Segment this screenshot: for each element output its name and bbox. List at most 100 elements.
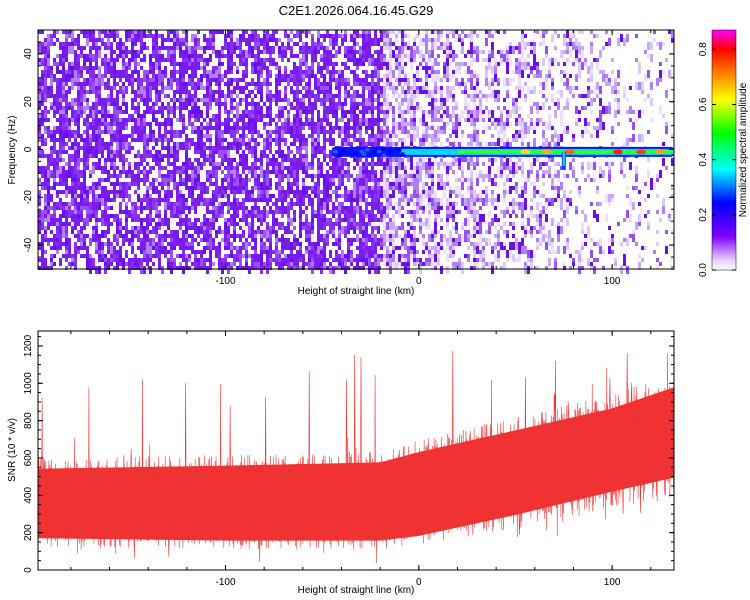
spectrogram-cell xyxy=(365,262,368,266)
spectrogram-cell xyxy=(128,214,131,218)
spectrogram-cell xyxy=(86,138,89,146)
spectrogram-cell xyxy=(380,162,383,166)
spectrogram-cell xyxy=(188,210,191,214)
spectrogram-cell xyxy=(68,238,71,246)
spectrogram-cell xyxy=(344,94,347,98)
spectrogram-cell xyxy=(194,50,197,58)
spectrogram-cell xyxy=(110,262,113,266)
spectrogram-cell xyxy=(74,226,77,230)
spectrogram-cell xyxy=(356,66,359,70)
spectrogram-cell xyxy=(260,266,263,274)
spectrogram-cell xyxy=(182,50,185,54)
spectrogram-cell xyxy=(365,30,368,34)
spectrogram-cell xyxy=(392,190,395,198)
spectrogram-cell xyxy=(74,102,77,106)
spectrogram-cell xyxy=(215,114,218,118)
spectrogram-cell xyxy=(365,214,368,218)
spectrogram-cell xyxy=(53,210,56,214)
spectrogram-cell xyxy=(308,126,311,130)
spectrogram-cell xyxy=(197,38,200,42)
spectrogram-cell xyxy=(245,38,248,46)
spectrogram-cell xyxy=(245,218,248,226)
spectrogram-cell xyxy=(146,198,149,206)
spectrogram-cell xyxy=(167,234,170,238)
spectrogram-cell xyxy=(428,54,431,58)
spectrogram-cell xyxy=(428,162,431,166)
spectrogram-cell xyxy=(257,62,260,66)
spectrogram-cell xyxy=(140,258,143,262)
spectrogram-cell xyxy=(224,138,227,142)
spectrogram-cell xyxy=(92,110,95,118)
spectrogram-cell xyxy=(401,30,404,38)
spectrogram-cell xyxy=(248,198,251,202)
spectrogram-cell xyxy=(38,166,41,174)
spectrogram-cell xyxy=(359,206,362,210)
spectrogram-cell xyxy=(281,110,284,118)
spectrogram-cell xyxy=(266,230,269,238)
spectrogram-cell xyxy=(305,218,308,222)
spectrogram-cell xyxy=(71,66,74,70)
spectrogram-cell xyxy=(110,206,113,210)
spectrogram-cell xyxy=(353,182,356,186)
spectrogram-cell xyxy=(158,134,161,138)
spectrogram-cell xyxy=(74,50,77,54)
spectrogram-cell xyxy=(395,46,398,50)
spectrogram-cell xyxy=(47,210,50,214)
spectrogram-cell xyxy=(104,46,107,50)
spectrogram-cell xyxy=(83,130,86,134)
spectrogram-cell xyxy=(236,142,239,146)
spectrogram-cell xyxy=(47,130,50,134)
spectrogram-cell xyxy=(404,266,407,274)
spectrogram-cell xyxy=(44,170,47,178)
spectrogram-cell xyxy=(134,38,137,46)
spectrogram-cell xyxy=(317,66,320,74)
spectrogram-cell xyxy=(86,254,89,262)
spectrogram-cell xyxy=(350,262,353,266)
spectrogram-cell xyxy=(362,194,365,198)
spectrogram-cell xyxy=(185,86,188,90)
spectrogram-cell xyxy=(386,262,389,266)
spectrogram-cell xyxy=(41,78,44,82)
spectrogram-cell xyxy=(233,90,236,94)
spectrogram-cell xyxy=(413,250,416,254)
spectrogram-cell xyxy=(218,150,221,154)
spectrogram-cell xyxy=(350,206,353,210)
spectrogram-cell xyxy=(185,98,188,102)
spectrogram-cell xyxy=(59,202,62,206)
spectrogram-cell xyxy=(194,82,197,86)
spectrogram-cell xyxy=(185,142,188,150)
spectrogram-cell xyxy=(191,206,194,210)
spectrogram-cell xyxy=(401,70,404,74)
spectrogram-cell xyxy=(410,62,413,70)
spectrogram-cell xyxy=(179,46,182,54)
spectrogram-cell xyxy=(305,262,308,266)
spectrogram-cell xyxy=(344,46,347,50)
spectrogram-cell xyxy=(116,42,119,50)
spectrogram-cell xyxy=(50,198,53,202)
spectrogram-cell xyxy=(236,130,239,134)
spectrogram-cell xyxy=(320,198,323,206)
spectrogram-cell xyxy=(134,182,137,186)
spectrogram-cell xyxy=(344,158,347,162)
spectrogram-cell xyxy=(311,142,314,146)
spectrogram-cell xyxy=(164,198,167,202)
spectrogram-cell xyxy=(200,222,203,226)
spectrogram-cell xyxy=(356,82,359,86)
spectrogram-cell xyxy=(62,130,65,134)
spectrogram-cell xyxy=(413,174,416,178)
spectrogram-cell xyxy=(113,62,116,66)
spectrogram-cell xyxy=(227,170,230,178)
spectrogram-cell xyxy=(173,202,176,206)
spectrogram-cell xyxy=(254,238,257,242)
spectrogram-cell xyxy=(335,218,338,222)
spectrogram-cell xyxy=(233,262,236,266)
spectrogram-cell xyxy=(233,206,236,210)
spectrogram-cell xyxy=(311,246,314,250)
spectrogram-cell xyxy=(311,266,314,274)
spectrogram-cell xyxy=(119,226,122,230)
spectrogram-cell xyxy=(347,78,350,82)
spectrogram-cell xyxy=(278,46,281,50)
spectrogram-cell xyxy=(350,194,353,198)
spectrogram-cell xyxy=(251,38,254,42)
spectrogram-cell xyxy=(77,114,80,118)
